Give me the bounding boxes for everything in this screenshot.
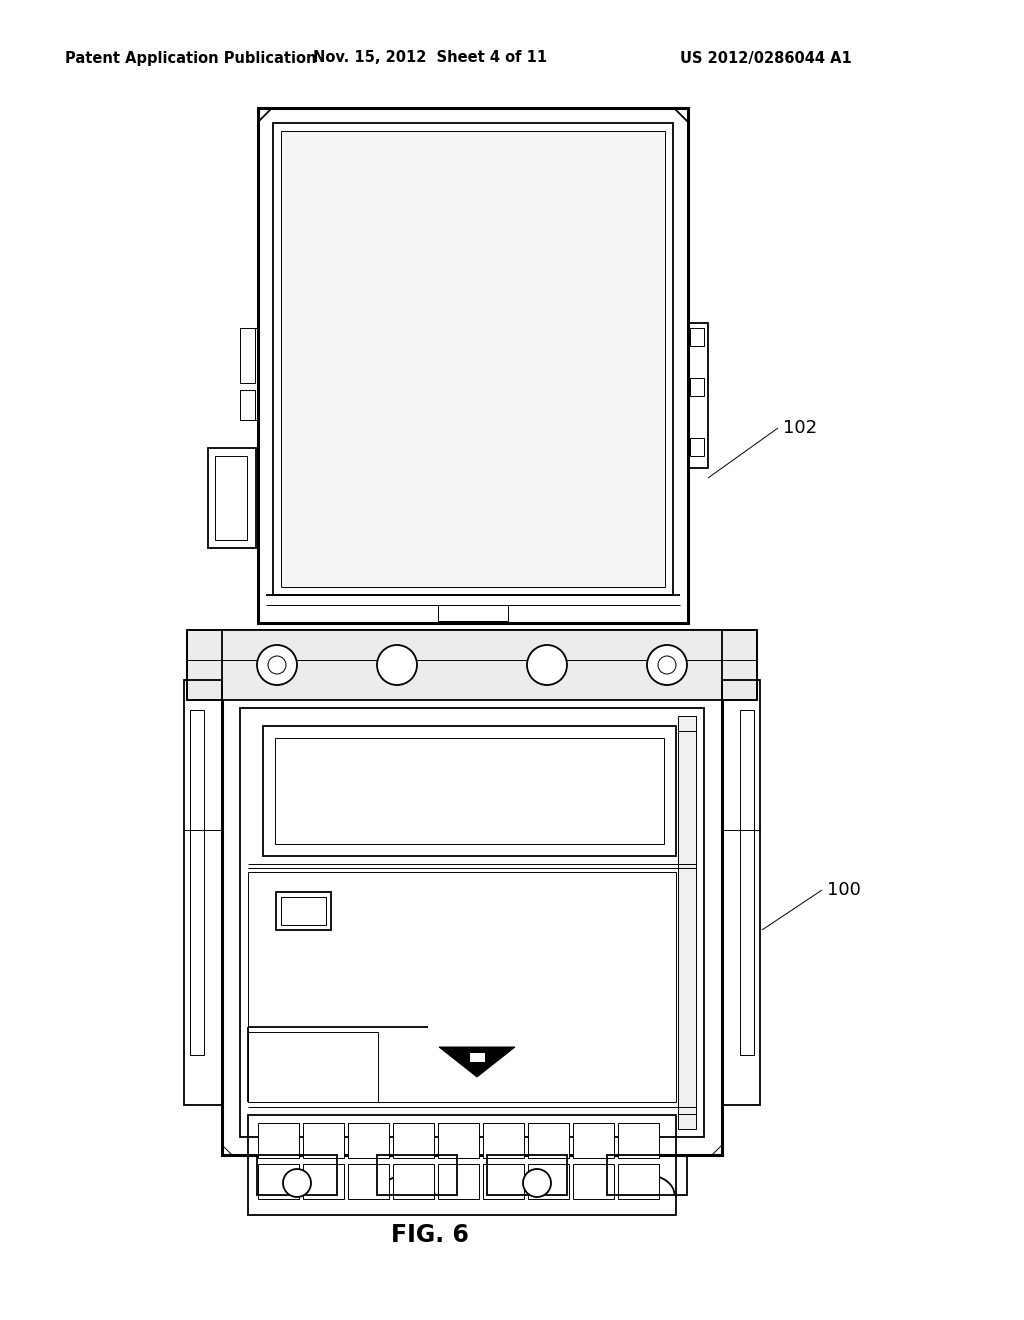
Text: 100: 100 [827, 880, 861, 899]
Bar [281, 131, 665, 587]
Bar [393, 1164, 434, 1199]
Circle shape [647, 645, 687, 685]
Bar [276, 892, 331, 931]
Bar [722, 630, 757, 700]
Bar [618, 1123, 659, 1158]
Bar [275, 738, 664, 843]
Bar [258, 1123, 299, 1158]
Polygon shape [439, 1047, 515, 1077]
Text: 102: 102 [783, 418, 817, 437]
Bar [187, 630, 757, 700]
Bar [187, 630, 222, 700]
Bar [303, 1123, 344, 1158]
Bar [258, 108, 688, 623]
Text: Nov. 15, 2012  Sheet 4 of 11: Nov. 15, 2012 Sheet 4 of 11 [313, 50, 547, 66]
Circle shape [268, 656, 286, 675]
Bar [215, 455, 247, 540]
Bar [607, 1155, 687, 1195]
Circle shape [377, 645, 417, 685]
Bar [303, 1164, 344, 1199]
Bar [438, 605, 508, 620]
Bar [573, 1164, 614, 1199]
Circle shape [658, 656, 676, 675]
Text: Patent Application Publication: Patent Application Publication [65, 50, 316, 66]
Bar [377, 1155, 457, 1195]
Bar [248, 1115, 676, 1214]
Bar [184, 680, 222, 1105]
Bar [248, 873, 676, 1102]
Bar [348, 1123, 389, 1158]
Bar [393, 1123, 434, 1158]
Bar [258, 1164, 299, 1199]
Text: US 2012/0286044 A1: US 2012/0286044 A1 [680, 50, 852, 66]
Bar [438, 1123, 479, 1158]
Bar [208, 447, 256, 548]
Bar [483, 1164, 524, 1199]
Text: FIG. 6: FIG. 6 [391, 1224, 469, 1247]
Bar [528, 1123, 569, 1158]
Bar [469, 1052, 485, 1063]
Bar [483, 1123, 524, 1158]
Bar [690, 378, 705, 396]
Circle shape [523, 1170, 551, 1197]
Bar [722, 680, 760, 1105]
Bar [487, 1155, 567, 1195]
Bar [690, 438, 705, 455]
Bar [573, 1123, 614, 1158]
Bar [240, 708, 705, 1137]
Bar [678, 715, 696, 1129]
Bar [438, 1164, 479, 1199]
Bar [257, 1155, 337, 1195]
Bar [240, 389, 255, 420]
Circle shape [257, 645, 297, 685]
Circle shape [283, 1170, 311, 1197]
Bar [740, 710, 754, 1055]
Bar [348, 1164, 389, 1199]
Bar [273, 123, 673, 595]
Circle shape [527, 645, 567, 685]
Bar [690, 327, 705, 346]
Bar [240, 327, 255, 383]
Bar [528, 1164, 569, 1199]
Bar [222, 630, 722, 1155]
Bar [190, 710, 204, 1055]
Bar [263, 726, 676, 855]
Bar [618, 1164, 659, 1199]
Bar [688, 323, 708, 469]
Bar [281, 898, 326, 925]
